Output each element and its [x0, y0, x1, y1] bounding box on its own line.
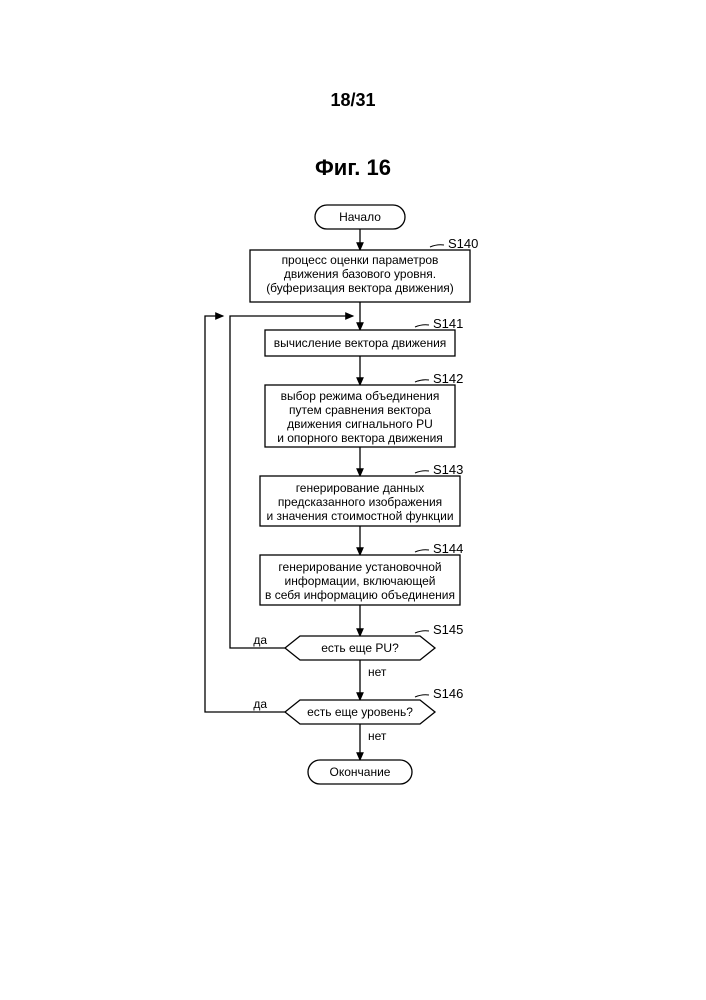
page-number: 18/31: [0, 90, 706, 111]
decision-s145-yes: да: [253, 633, 267, 647]
step-s141: вычисление вектора движения: [265, 330, 455, 356]
step-label-s142: S142: [433, 371, 463, 386]
svg-text:Начало: Начало: [339, 210, 381, 224]
terminator-start: Начало: [315, 205, 405, 229]
svg-text:(буферизация вектора движения): (буферизация вектора движения): [266, 281, 454, 295]
svg-text:генерирование данных: генерирование данных: [296, 481, 425, 495]
decision-s146: есть еще уровень?: [285, 700, 435, 724]
decision-s146-yes: да: [253, 697, 267, 711]
svg-text:есть еще уровень?: есть еще уровень?: [307, 705, 413, 719]
svg-text:генерирование установочной: генерирование установочной: [278, 560, 441, 574]
svg-text:в себя информацию объединения: в себя информацию объединения: [265, 588, 455, 602]
step-s143: генерирование данных предсказанного изоб…: [260, 476, 460, 526]
step-label-s145: S145: [433, 622, 463, 637]
step-s144: генерирование установочной информации, в…: [260, 555, 460, 605]
svg-text:движения базового уровня.: движения базового уровня.: [284, 267, 436, 281]
svg-text:и опорного вектора движения: и опорного вектора движения: [277, 431, 443, 445]
step-s142: выбор режима объединения путем сравнения…: [265, 385, 455, 447]
step-label-s144: S144: [433, 541, 463, 556]
svg-text:процесс оценки параметров: процесс оценки параметров: [282, 253, 439, 267]
figure-title: Фиг. 16: [0, 155, 706, 181]
svg-text:предсказанного изображения: предсказанного изображения: [278, 495, 442, 509]
step-s140: процесс оценки параметров движения базов…: [250, 250, 470, 302]
svg-text:есть еще PU?: есть еще PU?: [321, 641, 399, 655]
decision-s145: есть еще PU?: [285, 636, 435, 660]
svg-text:вычисление вектора движения: вычисление вектора движения: [274, 336, 447, 350]
step-label-s143: S143: [433, 462, 463, 477]
step-label-s141: S141: [433, 316, 463, 331]
decision-s145-no: нет: [368, 665, 387, 679]
flowchart: Начало S140 процесс оценки параметров дв…: [150, 200, 570, 920]
step-label-s146: S146: [433, 686, 463, 701]
svg-text:и значения стоимостной функции: и значения стоимостной функции: [266, 509, 453, 523]
step-label-s140: S140: [448, 236, 478, 251]
terminator-end: Окончание: [308, 760, 412, 784]
svg-text:выбор режима объединения: выбор режима объединения: [281, 389, 440, 403]
svg-text:путем сравнения вектора: путем сравнения вектора: [289, 403, 431, 417]
svg-text:Окончание: Окончание: [330, 765, 391, 779]
decision-s146-no: нет: [368, 729, 387, 743]
svg-text:информации, включающей: информации, включающей: [285, 574, 436, 588]
svg-text:движения сигнального PU: движения сигнального PU: [287, 417, 433, 431]
